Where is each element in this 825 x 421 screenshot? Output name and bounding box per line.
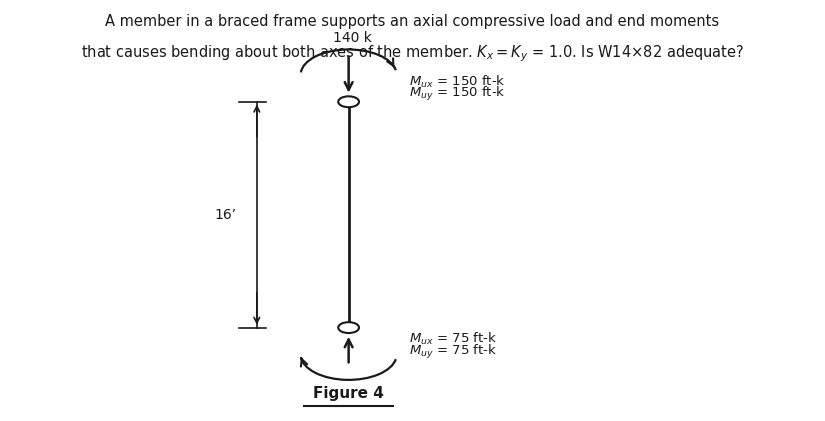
Text: Figure 4: Figure 4 — [314, 386, 384, 401]
Text: $M_{ux}$ = 150 ft-k: $M_{ux}$ = 150 ft-k — [408, 74, 505, 90]
Circle shape — [338, 322, 359, 333]
Text: that causes bending about both axes of the member. $K_x = K_y$ = 1.0. Is W14×82 : that causes bending about both axes of t… — [81, 43, 744, 64]
Text: A member in a braced frame supports an axial compressive load and end moments: A member in a braced frame supports an a… — [106, 14, 719, 29]
Text: $M_{ux}$ = 75 ft-k: $M_{ux}$ = 75 ft-k — [408, 331, 497, 347]
Text: 16’: 16’ — [214, 208, 237, 222]
Text: $M_{uy}$ = 75 ft-k: $M_{uy}$ = 75 ft-k — [408, 343, 497, 361]
Circle shape — [338, 96, 359, 107]
Text: 140 k: 140 k — [333, 31, 372, 45]
Text: $M_{uy}$ = 150 ft-k: $M_{uy}$ = 150 ft-k — [408, 85, 505, 103]
